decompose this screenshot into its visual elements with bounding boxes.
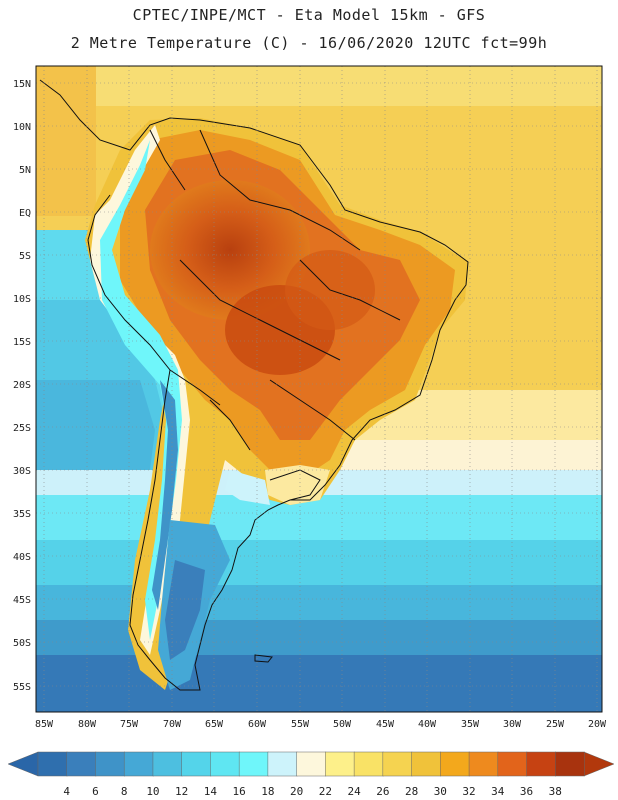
- colorbar-swatch: [440, 751, 470, 777]
- lat-label: 10S: [13, 294, 31, 305]
- lat-label: 5S: [19, 251, 31, 262]
- colorbar-label: 4: [63, 785, 70, 798]
- colorbar-label: 32: [462, 785, 475, 798]
- map-frame: [35, 65, 603, 713]
- colorbar-swatch: [353, 751, 384, 777]
- lon-label: 55W: [291, 719, 310, 730]
- lat-label: 20S: [13, 380, 31, 391]
- colorbar-label: 14: [204, 785, 218, 798]
- colorbar-swatch: [526, 751, 557, 777]
- lon-label: 85W: [35, 719, 54, 730]
- colorbar-over-arrow: [583, 751, 615, 777]
- lat-label: 10N: [13, 122, 31, 133]
- colorbar-label: 26: [376, 785, 389, 798]
- lon-label: 70W: [163, 719, 182, 730]
- colorbar-swatch: [411, 751, 442, 777]
- colorbar-label: 34: [491, 785, 505, 798]
- lon-label: 80W: [78, 719, 97, 730]
- temperature-field: [36, 66, 602, 712]
- colorbar-swatch: [325, 751, 355, 777]
- colorbar-label: 22: [319, 785, 332, 798]
- colorbar-label: 18: [261, 785, 274, 798]
- lat-label: 40S: [13, 552, 31, 563]
- map-title-line2: 2 Metre Temperature (C) - 16/06/2020 12U…: [70, 34, 548, 52]
- colorbar-swatch: [123, 751, 154, 777]
- colorbar-swatch: [497, 751, 528, 777]
- colorbar-legend: 4 6 8 10 12 14 16 18 20 22 24 26 28 30 32 34 36 38: [7, 751, 615, 798]
- lon-label: 45W: [376, 719, 395, 730]
- lon-label: 60W: [248, 719, 267, 730]
- colorbar-swatch: [555, 751, 585, 777]
- lon-label: 40W: [418, 719, 437, 730]
- colorbar-swatch: [382, 751, 413, 777]
- colorbar-swatch: [267, 751, 298, 777]
- colorbar-label: 10: [146, 785, 159, 798]
- coastlines: [39, 79, 469, 691]
- lat-label: 15N: [13, 79, 31, 90]
- lon-label: 35W: [461, 719, 480, 730]
- colorbar-swatch: [66, 751, 97, 777]
- colorbar-label: 6: [92, 785, 99, 798]
- lat-label: 5N: [19, 165, 31, 176]
- colorbar-swatch: [468, 751, 499, 777]
- colorbar-swatch: [210, 751, 240, 777]
- lon-label: 65W: [205, 719, 224, 730]
- lon-label: 50W: [333, 719, 352, 730]
- lat-label: 30S: [13, 466, 31, 477]
- colorbar-swatch: [95, 751, 125, 777]
- colorbar-label: 38: [549, 785, 562, 798]
- lat-label: 15S: [13, 337, 31, 348]
- longitude-axis: 85W 80W 75W 70W 65W 60W 55W 50W 45W 40W …: [35, 719, 607, 730]
- colorbar-swatch: [181, 751, 212, 777]
- colorbar-label: 16: [233, 785, 246, 798]
- colorbar-swatch: [238, 751, 269, 777]
- lat-label: EQ: [19, 208, 31, 219]
- lon-label: 25W: [546, 719, 565, 730]
- lat-label: 35S: [13, 509, 31, 520]
- colorbar-swatch: [37, 751, 68, 777]
- colorbar-label: 20: [290, 785, 303, 798]
- colorbar-label: 8: [121, 785, 128, 798]
- lon-label: 30W: [503, 719, 522, 730]
- map-title-line1: CPTEC/INPE/MCT - Eta Model 15km - GFS: [132, 6, 486, 24]
- lat-label: 55S: [13, 682, 31, 693]
- lon-label: 20W: [588, 719, 607, 730]
- colorbar-label: 36: [520, 785, 533, 798]
- colorbar-swatch: [296, 751, 327, 777]
- colorbar-label: 28: [405, 785, 418, 798]
- colorbar-swatch: [152, 751, 183, 777]
- lat-label: 50S: [13, 638, 31, 649]
- colorbar-label: 12: [175, 785, 188, 798]
- colorbar-label: 30: [434, 785, 447, 798]
- lat-label: 45S: [13, 595, 31, 606]
- lon-label: 75W: [120, 719, 139, 730]
- lat-label: 25S: [13, 423, 31, 434]
- latitude-axis: 15N 10N 5N EQ 5S 10S 15S 20S 25S 30S 35S…: [13, 79, 31, 693]
- colorbar-label: 24: [347, 785, 361, 798]
- colorbar-under-arrow: [7, 751, 39, 777]
